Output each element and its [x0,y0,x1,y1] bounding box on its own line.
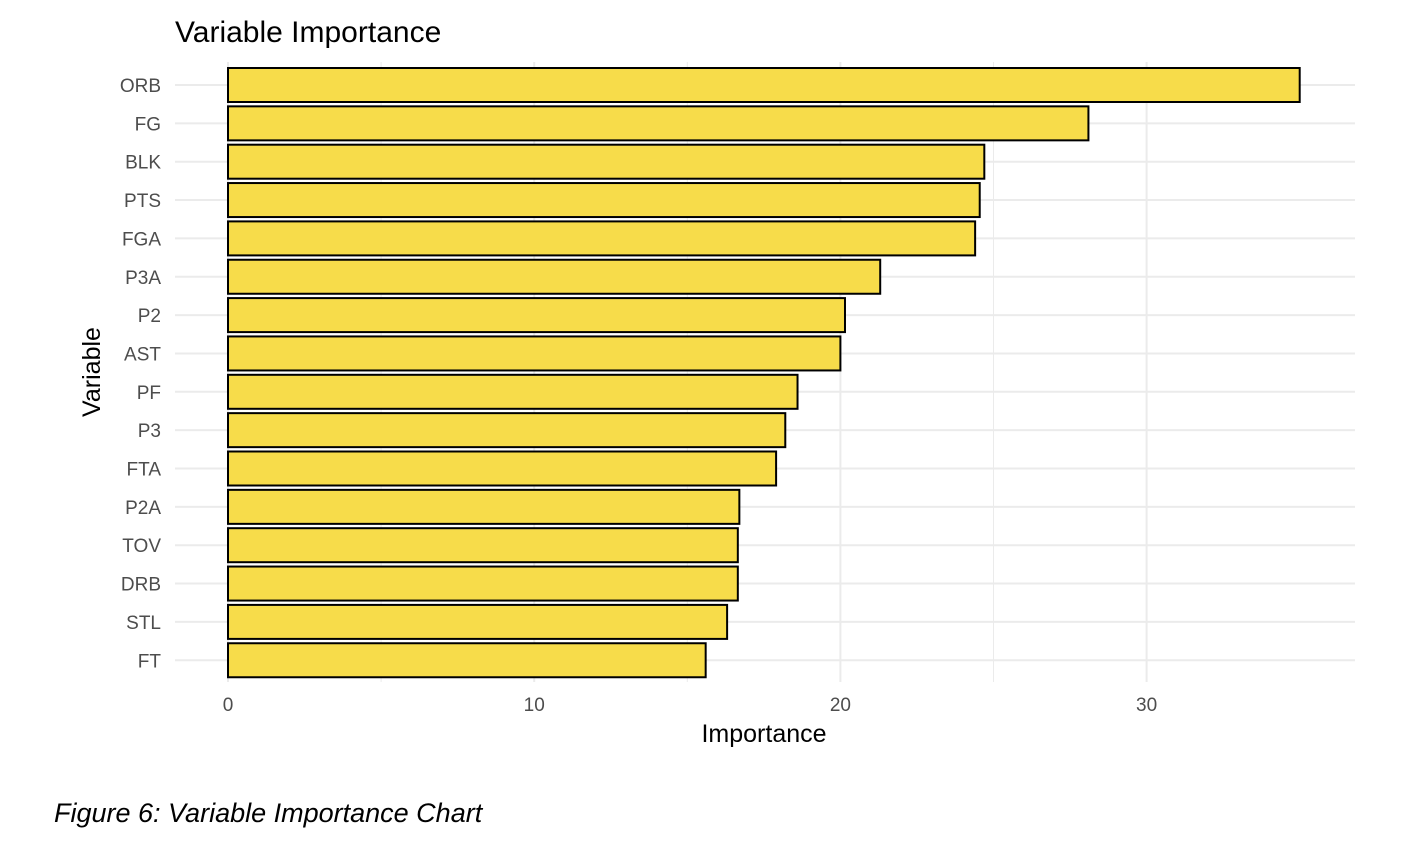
y-tick-label: PF [137,383,161,404]
bar-orb [227,67,1301,103]
y-tick-label: TOV [122,536,161,557]
y-tick-label: STL [126,613,161,634]
bar-p3 [227,412,787,449]
bar-p2a [227,488,741,525]
y-tick-label: P3 [138,421,161,442]
figure-caption: Figure 6: Variable Importance Chart [54,798,483,828]
bar-series [227,67,1301,679]
y-tick-label: FT [138,651,162,672]
bar-pts [227,182,981,219]
bar-fg [227,105,1090,142]
chart-title: Variable Importance [175,16,441,49]
bar-ft [227,642,707,679]
y-tick-label: P2 [138,306,161,327]
y-axis-title: Variable [78,327,106,417]
bar-p2 [227,297,846,334]
x-axis-title: Importance [701,720,826,748]
x-tick-label: 0 [223,695,234,716]
x-tick-labels: 0 10 20 30 [223,695,1157,716]
bar-ast [227,335,842,372]
bar-drb [227,565,739,602]
y-tick-label: ORB [120,76,161,97]
y-tick-label: P3A [125,268,161,289]
bar-fga [227,220,977,257]
y-tick-label: PTS [124,191,161,212]
bar-p3a [227,258,882,295]
y-tick-label: FTA [127,460,162,481]
x-tick-label: 10 [524,695,545,716]
y-tick-label: DRB [121,575,161,596]
y-tick-label: P2A [125,498,161,519]
bar-fta [227,450,778,487]
x-tick-label: 30 [1136,695,1157,716]
y-tick-label: FGA [122,229,161,250]
y-tick-label: FG [135,114,161,135]
y-tick-label: AST [124,344,161,365]
y-tick-label: BLK [125,153,161,174]
bar-blk [227,143,986,180]
bar-stl [227,603,729,640]
bar-tov [227,527,739,564]
x-tick-label: 20 [830,695,851,716]
y-tick-labels: ORB FG BLK PTS FGA P3A P2 AST PF P3 FTA P2A TOV DRB ST… [120,76,162,672]
bar-pf [227,373,799,410]
